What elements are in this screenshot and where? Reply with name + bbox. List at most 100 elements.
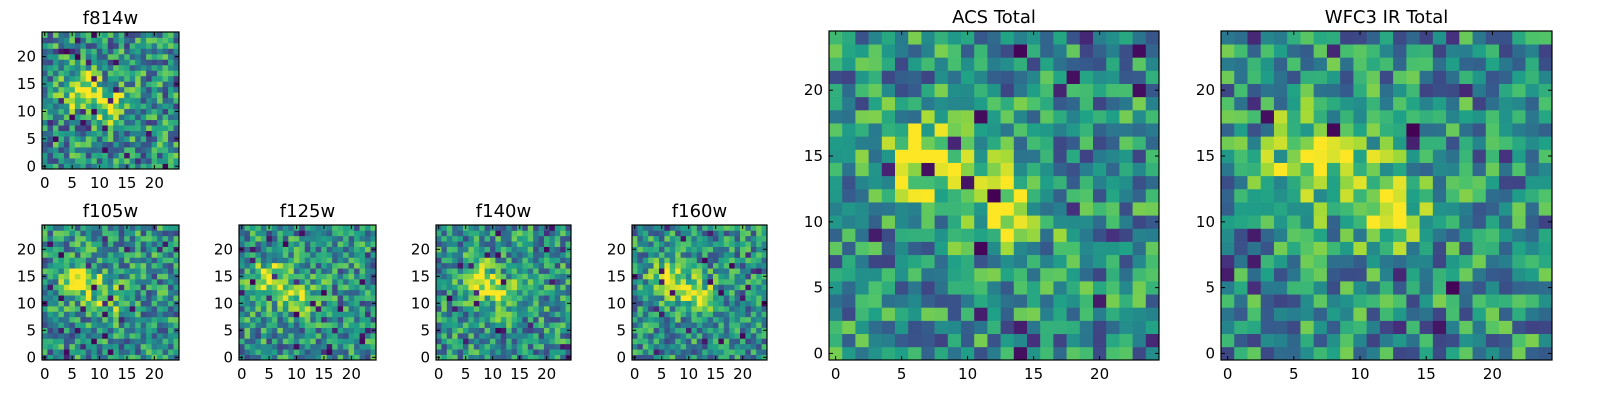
heatmap-cell	[669, 230, 676, 237]
heatmap-cell	[974, 162, 988, 177]
heatmap-cell	[718, 230, 725, 237]
heatmap-cell	[1300, 320, 1315, 335]
heatmap-cell	[52, 53, 59, 60]
heatmap-cell	[80, 257, 87, 264]
heatmap-cell	[343, 252, 349, 258]
heatmap-cell	[129, 311, 136, 318]
heatmap-cell	[707, 289, 714, 296]
heatmap-cell	[842, 149, 856, 163]
heatmap-cell	[446, 343, 453, 350]
heatmap-cell	[359, 246, 366, 253]
heatmap-cell	[441, 306, 448, 312]
heatmap-cell	[1446, 109, 1460, 124]
heatmap-cell	[675, 225, 681, 231]
heatmap-cell	[140, 268, 147, 274]
heatmap-cell	[538, 306, 545, 312]
heatmap-cell	[326, 246, 333, 253]
heatmap-cell	[140, 349, 147, 355]
heatmap-cell	[255, 246, 262, 253]
heatmap-cell	[69, 241, 76, 247]
heatmap-cell	[63, 108, 70, 115]
heatmap-cell	[140, 257, 147, 264]
heatmap-cell	[1499, 215, 1513, 229]
heatmap-cell	[691, 279, 698, 285]
heatmap-cell	[348, 316, 355, 323]
heatmap-cell	[102, 343, 109, 350]
heatmap-cell	[1538, 346, 1553, 361]
heatmap-cell	[321, 230, 328, 237]
heatmap-cell	[538, 246, 545, 253]
heatmap-cell	[151, 75, 158, 82]
heatmap-cell	[1221, 188, 1235, 203]
heatmap-cell	[1287, 57, 1301, 71]
heatmap-cell	[1366, 188, 1381, 203]
heatmap-cell	[495, 273, 502, 280]
heatmap-cell	[271, 338, 278, 345]
heatmap-cell	[740, 241, 746, 247]
heatmap-cell	[1406, 281, 1420, 295]
heatmap-cell	[1313, 215, 1328, 229]
heatmap-cell	[129, 48, 136, 55]
heatmap-cell	[1485, 123, 1500, 137]
heatmap-cell	[277, 246, 284, 253]
heatmap-cell	[337, 354, 344, 361]
heatmap-cell	[118, 141, 125, 148]
heatmap-cell	[479, 273, 485, 280]
heatmap-cell	[266, 295, 273, 301]
panel-title: f814w	[83, 8, 138, 29]
heatmap-cell	[151, 158, 158, 164]
heatmap-cell	[102, 246, 109, 253]
heatmap-cell	[52, 333, 59, 339]
heatmap-cell	[321, 246, 328, 253]
heatmap-cell	[63, 119, 70, 126]
heatmap-cell	[479, 252, 485, 258]
heatmap-cell	[146, 163, 152, 170]
heatmap-cell	[260, 300, 267, 307]
heatmap-cell	[1538, 188, 1553, 203]
heatmap-cell	[511, 349, 518, 355]
heatmap-cell	[326, 311, 333, 318]
heatmap-cell	[829, 188, 843, 203]
heatmap-cell	[1053, 109, 1067, 124]
heatmap-cell	[740, 273, 746, 280]
heatmap-cell	[987, 346, 1001, 361]
heatmap-cell	[102, 333, 109, 339]
heatmap-cell	[58, 349, 65, 355]
heatmap-cell	[868, 44, 883, 58]
y-tick-label: 0	[26, 157, 36, 175]
heatmap-cell	[282, 289, 289, 296]
heatmap-cell	[908, 44, 922, 58]
heatmap-cell	[1525, 228, 1540, 242]
heatmap-cell	[533, 311, 539, 318]
heatmap-cell	[1353, 109, 1367, 124]
heatmap-cell	[63, 338, 70, 345]
heatmap-cell	[157, 86, 163, 93]
heatmap-cell	[1485, 202, 1500, 216]
x-tick-label: 15	[510, 365, 529, 383]
heatmap-cell	[299, 316, 306, 323]
heatmap-cell	[718, 262, 725, 269]
heatmap-cell	[1393, 149, 1407, 163]
heatmap-cell	[260, 327, 267, 334]
heatmap-cell	[107, 125, 114, 131]
heatmap-cell	[63, 343, 70, 350]
heatmap-cell	[168, 64, 174, 71]
heatmap-cell	[1419, 175, 1434, 190]
heatmap-cell	[1300, 215, 1315, 229]
heatmap-cell	[1287, 333, 1301, 348]
heatmap-cell	[1066, 70, 1081, 84]
heatmap-cell	[266, 322, 273, 328]
heatmap-cell	[1106, 294, 1120, 308]
heatmap-cell	[987, 57, 1001, 71]
heatmap-cell	[58, 262, 65, 269]
heatmap-cell	[1419, 281, 1434, 295]
heatmap-cell	[118, 59, 125, 66]
heatmap-cell	[69, 268, 76, 274]
heatmap-cell	[1145, 228, 1160, 242]
heatmap-cell	[260, 268, 267, 274]
heatmap-cell	[304, 311, 311, 318]
heatmap-cell	[1013, 228, 1028, 242]
heatmap-cell	[868, 333, 883, 348]
heatmap-cell	[1221, 254, 1235, 269]
heatmap-cell	[680, 343, 687, 350]
